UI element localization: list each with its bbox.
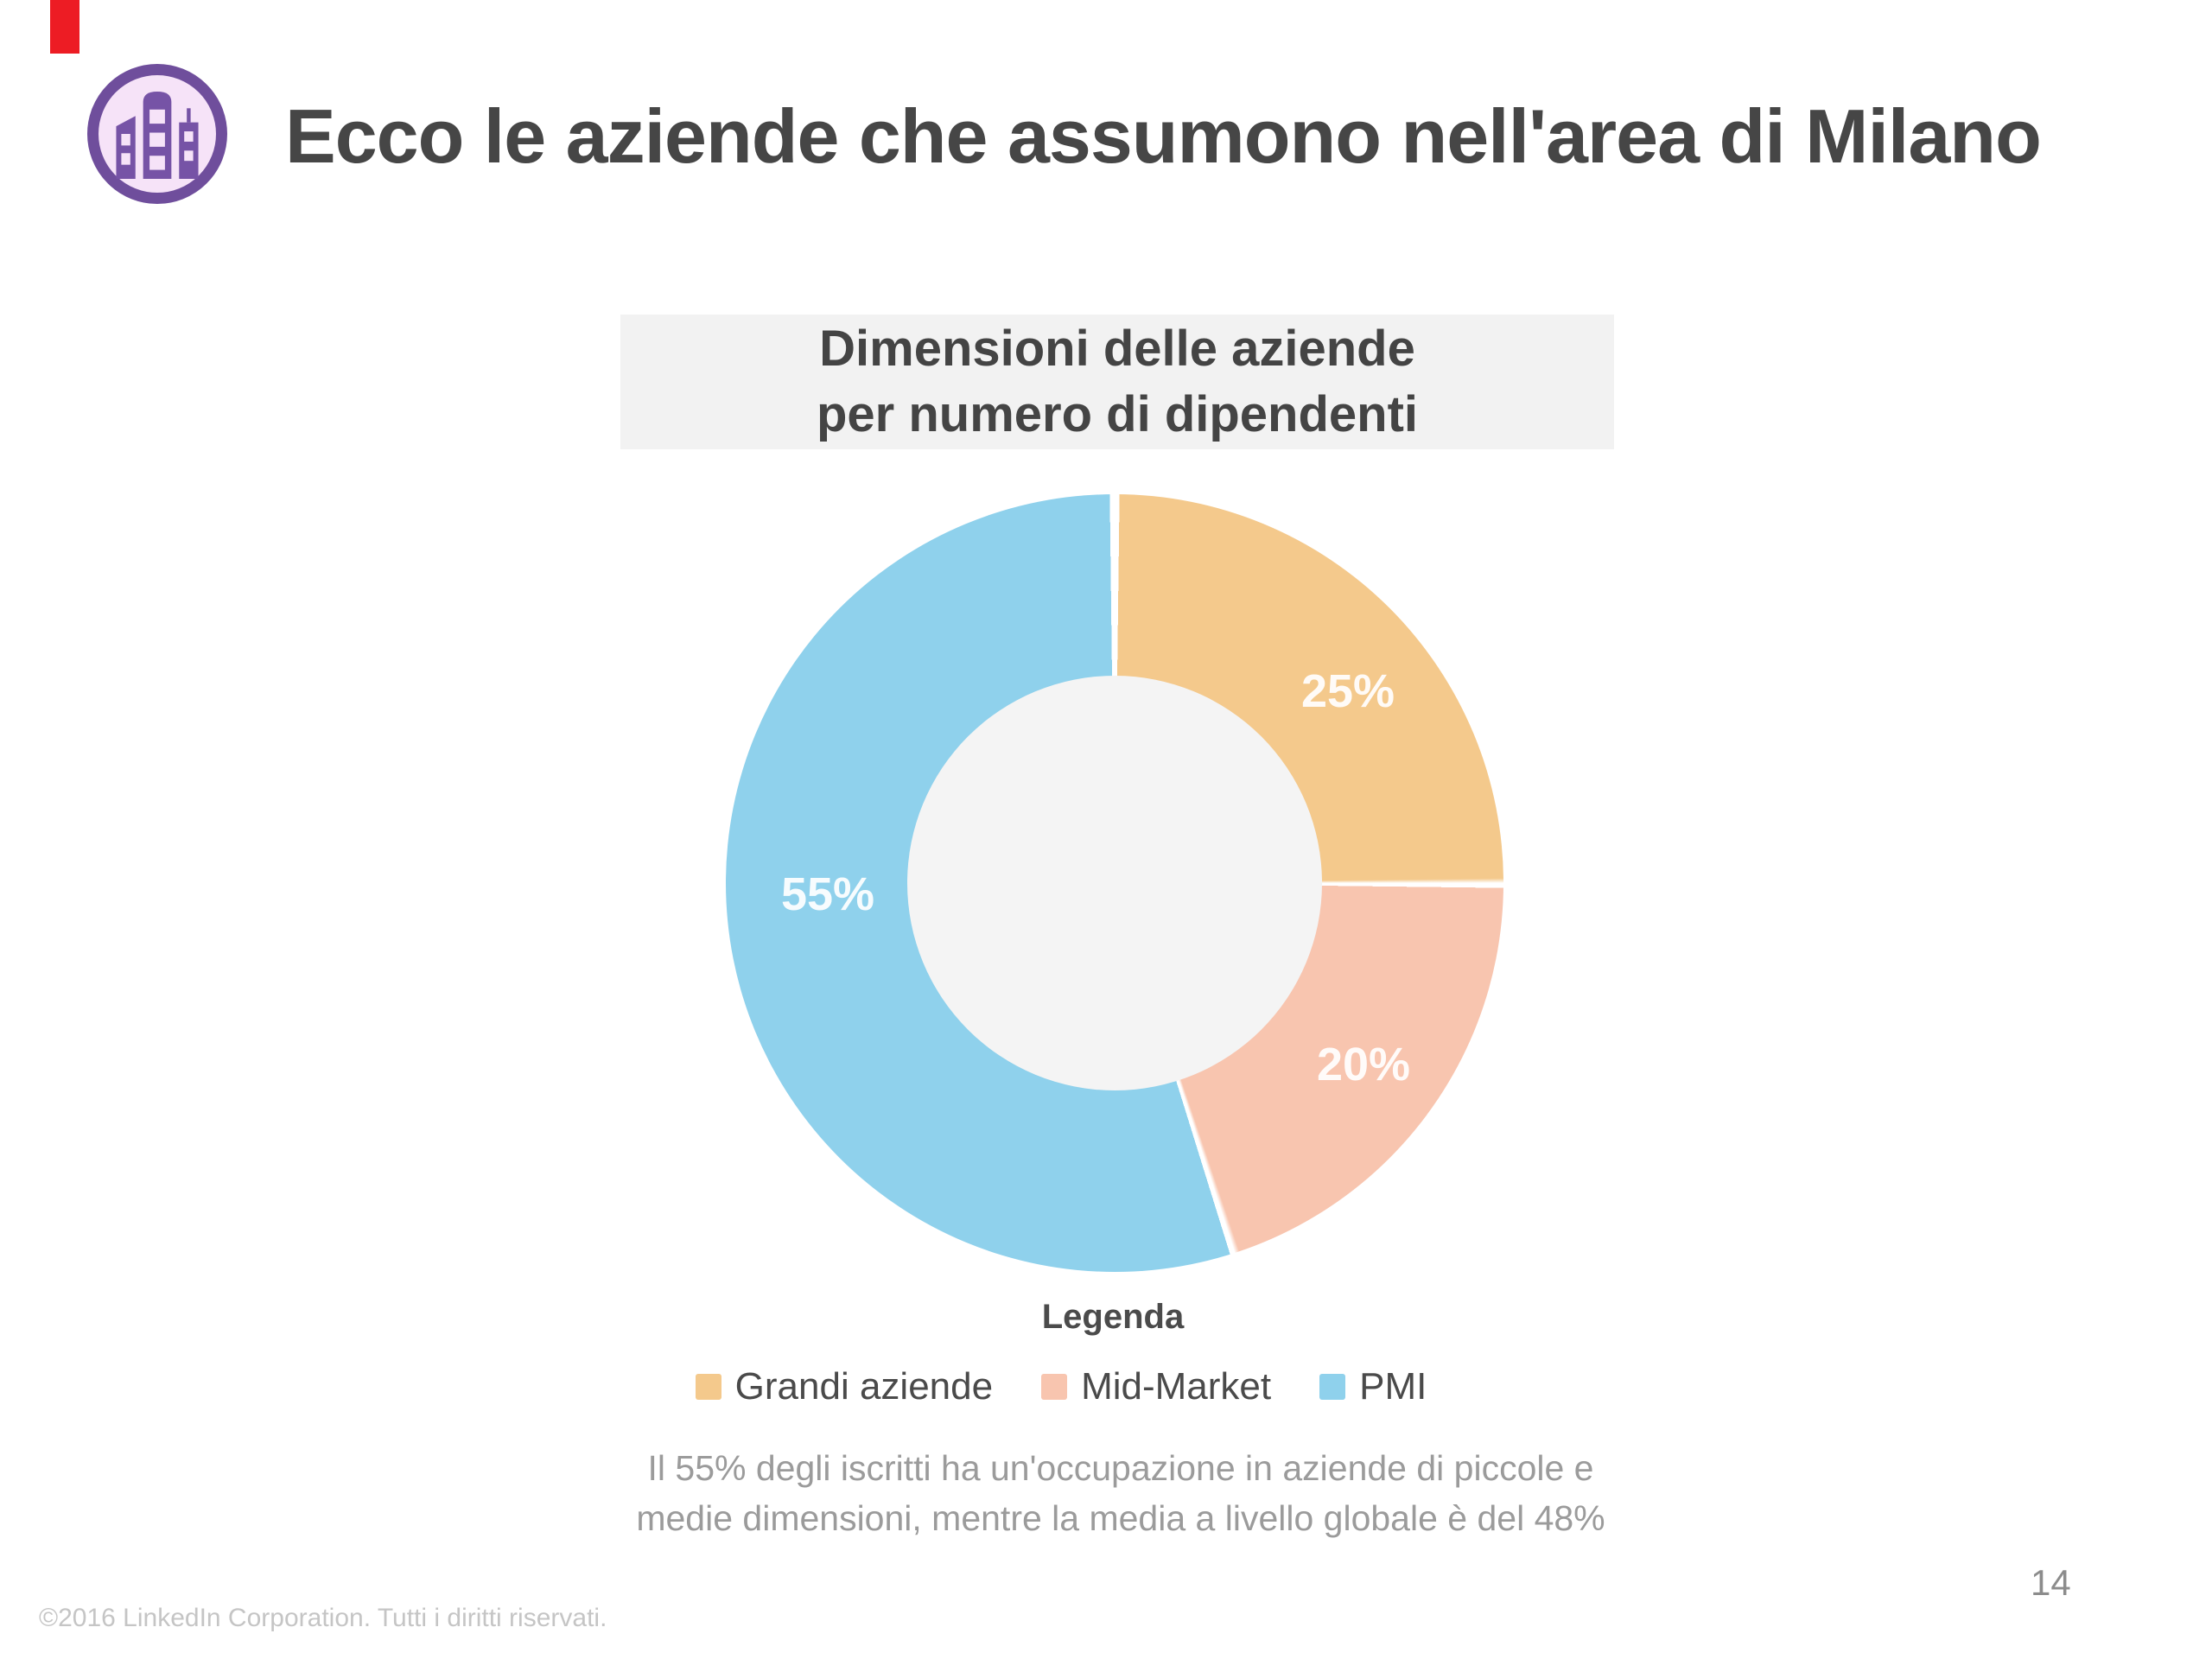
buildings-icon-glyph [116, 91, 199, 179]
donut-hole [907, 676, 1322, 1090]
chart-title-box: Dimensioni delle aziende per numero di d… [620, 315, 1614, 449]
red-accent-bar [50, 0, 79, 54]
chart-caption-line1: Il 55% degli iscritti ha un'occupazione … [647, 1448, 1594, 1488]
page-number: 14 [2031, 1562, 2071, 1603]
slice-label-mid-market: 20% [1316, 1039, 1411, 1090]
chart-title-line2: per numero di dipendenti [816, 386, 1419, 442]
page-title: Ecco le aziende che assumono nell'area d… [285, 93, 2042, 179]
chart-caption-line2: medie dimensioni, mentre la media a live… [636, 1498, 1605, 1538]
legend-title: Legenda [1041, 1298, 1185, 1336]
legend-item-grandi-aziende: Grandi aziende [695, 1365, 994, 1408]
legend-label-mid-market: Mid-Market [1081, 1365, 1272, 1408]
slice-label-pmi: 55% [780, 868, 875, 920]
legend: Grandi aziende Mid-Market PMI [543, 1365, 1580, 1408]
donut-chart: 25% 20% 55% [726, 494, 1503, 1272]
slice-label-grandi-aziende: 25% [1300, 665, 1395, 717]
legend-item-pmi: PMI [1319, 1365, 1427, 1408]
legend-item-mid-market: Mid-Market [1041, 1365, 1271, 1408]
legend-swatch-mid-market [1041, 1374, 1068, 1400]
legend-swatch-pmi [1319, 1374, 1346, 1400]
buildings-icon [87, 64, 227, 204]
chart-title-line1: Dimensioni delle aziende [819, 321, 1415, 377]
chart-caption: Il 55% degli iscritti ha un'occupazione … [386, 1443, 1855, 1543]
copyright-footer: ©2016 LinkedIn Corporation. Tutti i diri… [39, 1604, 607, 1632]
legend-label-pmi: PMI [1359, 1365, 1427, 1408]
legend-label-grandi-aziende: Grandi aziende [734, 1365, 994, 1408]
legend-swatch-grandi-aziende [695, 1374, 721, 1400]
